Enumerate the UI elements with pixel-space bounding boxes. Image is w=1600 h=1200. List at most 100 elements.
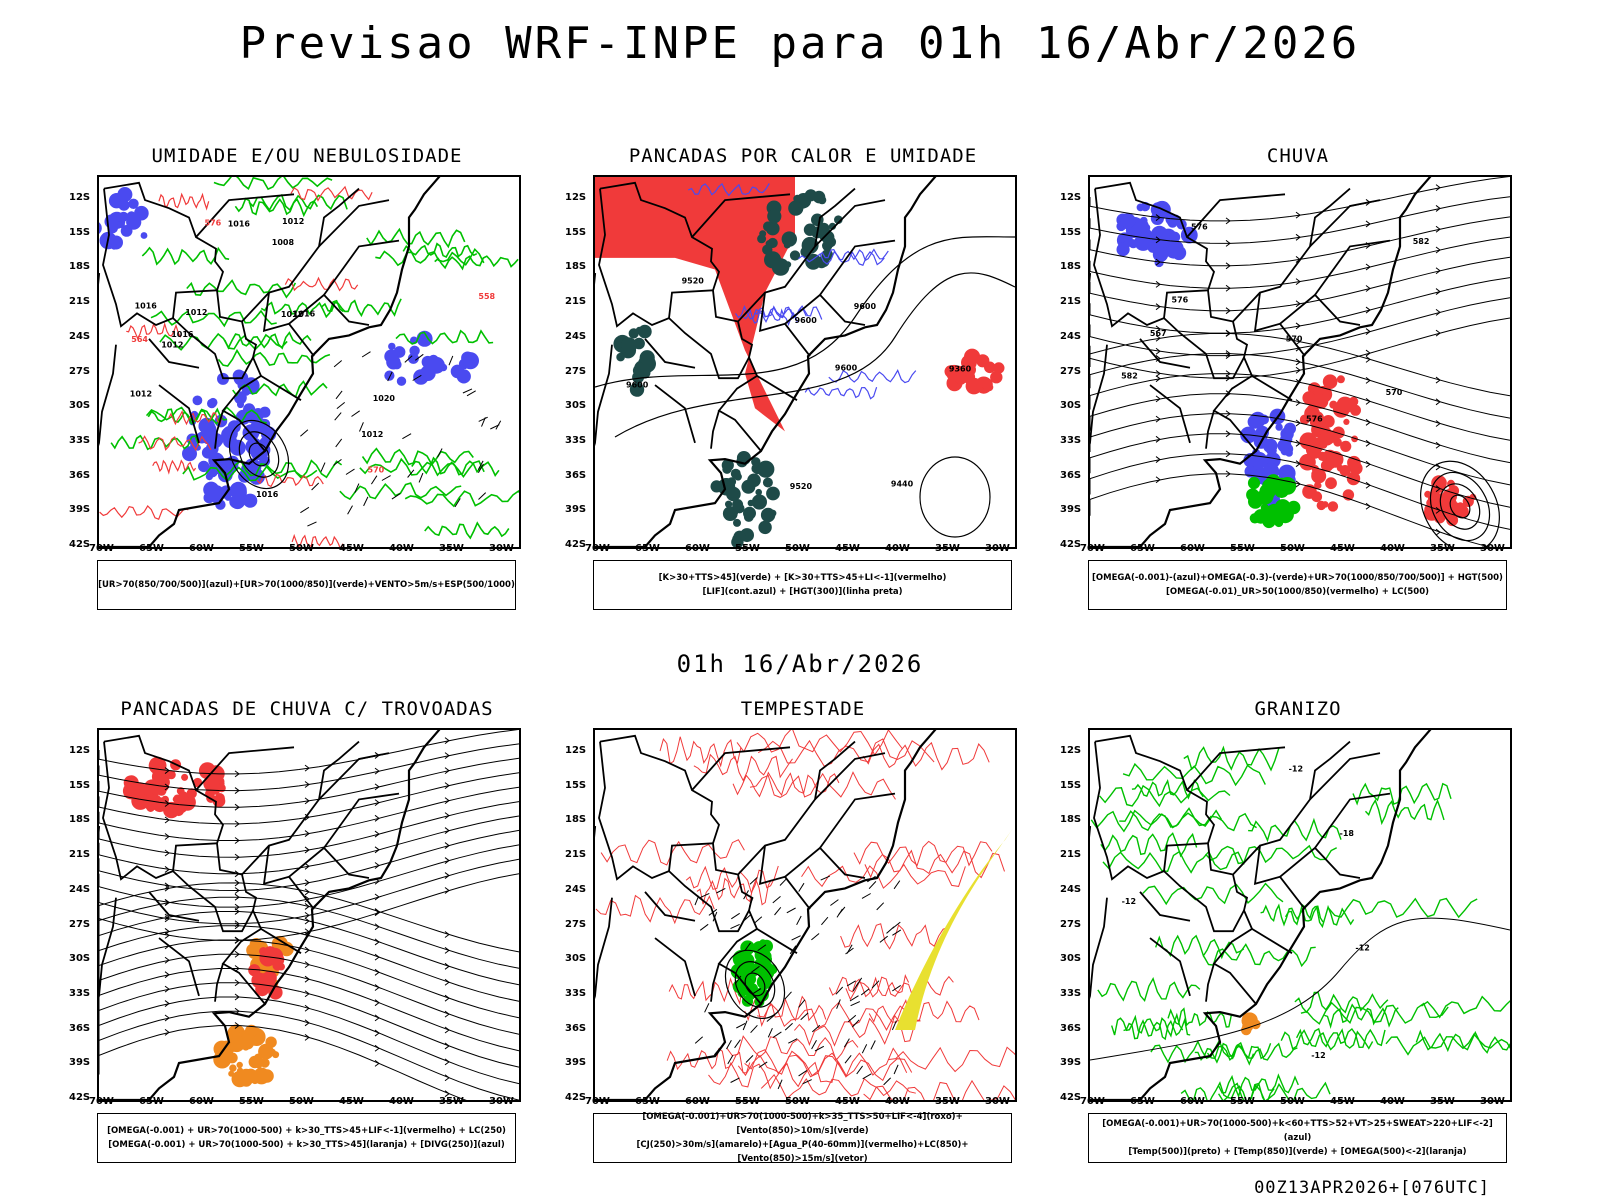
contour-label: -12 [1355,944,1369,953]
streamline-arrow [374,893,380,901]
streamline-arrow [1435,441,1441,449]
streamline-arrow [1435,376,1441,384]
field-blob [1351,435,1358,443]
wind-vector [811,1040,817,1050]
contour-label: 1012 [161,341,183,350]
streamline-arrow [1225,470,1231,478]
forecast-map[interactable]: -12 -12 -12 -18 -12 [1088,728,1512,1102]
longitude-tick-label: 30W [1480,543,1505,554]
latitude-tick-label: 27S [69,365,91,377]
streamline [1090,196,1510,244]
contour-line [888,1046,1015,1073]
forecast-map[interactable]: 582 576 582 576 570 567 576 570 [1088,175,1512,549]
border-line [1205,963,1215,1002]
field-blob [638,324,652,339]
panel-title: CHUVA [1266,145,1330,167]
wind-vector [779,877,788,886]
contour-line [668,977,744,1006]
panel-title: PANCADAS DE CHUVA C/ TROVOADAS [120,698,494,720]
field-blob [222,1049,234,1061]
streamline-arrow [374,799,380,807]
field-blob [1325,477,1337,490]
field-blob [203,775,220,792]
longitude-tick-label: 35W [439,543,464,554]
field-blob [741,479,756,494]
border-line [1094,734,1257,1005]
longitude-tick-label: 45W [835,1096,860,1107]
streamline-arrow [234,837,240,844]
streamline-arrow [1435,205,1441,212]
longitude-tick-label: 30W [489,1096,514,1107]
field-blob [1327,501,1339,512]
field-blob [242,377,260,395]
longitude-tick-label: 55W [735,1096,760,1107]
contour-line [1217,1081,1331,1100]
longitude-tick-label: 55W [239,543,264,554]
streamline-arrow [1435,463,1441,471]
streamline-arrow [1155,280,1161,288]
forecast-map[interactable]: 9600 9600 9600 9600 9520 9440 9520 9360 [593,175,1017,549]
wind-vector [845,947,854,955]
forecast-map[interactable]: 1012 1012 1016 1012 1016 1012 1016 1012 1016 1008… [97,175,521,549]
streamline-arrow [164,849,170,857]
field-blob [241,1036,255,1050]
field-blob [755,488,762,496]
pressure-ring [1429,471,1491,542]
map-canvas: 9600 9600 9600 9600 9520 9440 9520 9360 [595,177,1015,547]
streamline-arrow [234,853,240,861]
streamline-arrow [304,1019,310,1027]
wind-vector [893,880,901,890]
wind-vector [861,1044,868,1054]
contour-label: 1016 [256,490,279,499]
streamline-arrow [164,866,170,873]
field-blob [771,258,790,276]
height-contour [614,272,1015,438]
border-line [260,928,302,954]
contour-line [291,533,344,547]
field-blob [984,361,996,374]
field-blob [760,507,776,523]
forecast-map[interactable] [593,728,1017,1102]
wind-vector [844,1054,852,1064]
contour-line [1295,1027,1386,1049]
field-blob [265,1036,277,1048]
contour-line [868,999,980,1023]
field-blob [1446,514,1459,527]
streamline-arrow [304,764,310,772]
field-blob [137,794,150,807]
latitude-tick-label: 39S [565,504,587,516]
streamline [1090,353,1510,419]
pressure-ring [1449,494,1471,519]
streamline-arrow [444,812,450,819]
latitude-tick-label: 33S [1060,987,1082,999]
streamline-arrow [1295,211,1301,219]
border-line [214,963,224,1002]
panel-1: UMIDADE E/OU NEBULOSIDADE 1012 1012 1016 101… [67,145,547,635]
wind-vector [495,420,502,430]
forecast-map[interactable] [97,728,521,1102]
streamline-arrow [1225,307,1231,315]
latitude-tick-label: 42S [69,539,91,550]
instability-area [595,177,795,432]
streamline-arrow [1155,214,1161,221]
contour-line [1218,1073,1299,1099]
streamline-arrow [1225,284,1231,292]
field-blob [1284,422,1296,435]
field-blob [186,788,197,799]
contour-line [110,434,200,451]
field-blob [629,382,645,397]
streamline-arrow [1295,399,1301,407]
field-blob [229,1064,237,1072]
legend-box: [OMEGA(-0.001) + UR>70(1000-500) + k>30_… [97,1113,516,1163]
contour-label: 1012 [281,310,303,319]
streamline-arrow [374,968,380,976]
border-line [1090,344,1108,447]
contour-label: 9600 [626,381,649,390]
wind-vector [335,438,343,448]
latitude-tick-label: 36S [69,1022,91,1034]
streamline [99,1024,467,1100]
streamline-arrow [304,911,310,919]
field-blob [781,231,797,247]
legend-line: [OMEGA(-0.001)+UR>70(1000-500)+k>35_TTS>… [642,1112,963,1136]
longitude-tick-label: 40W [885,1096,910,1107]
